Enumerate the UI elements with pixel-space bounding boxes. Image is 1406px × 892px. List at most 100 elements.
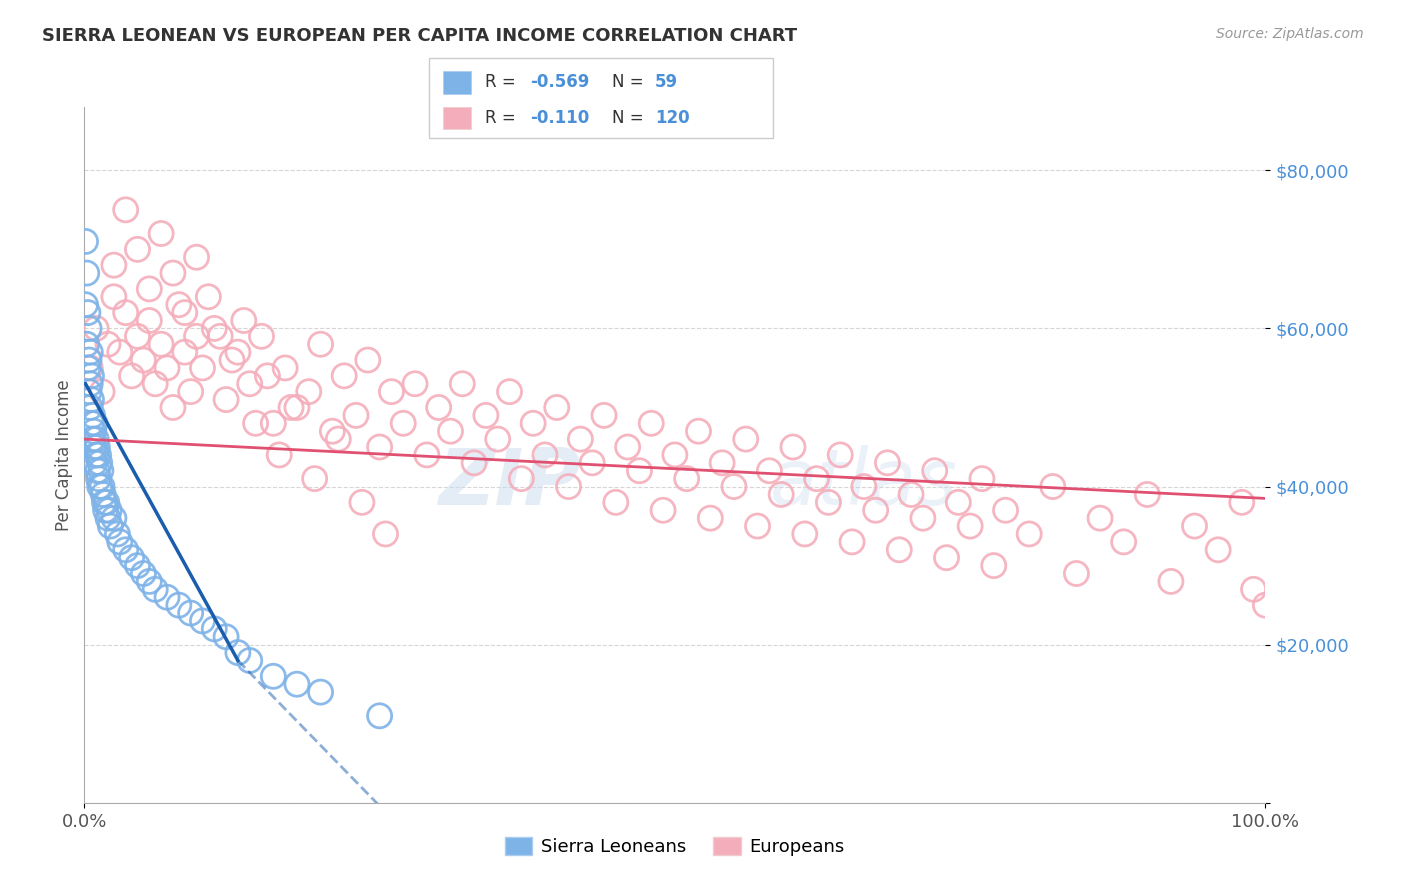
- Europeans: [889, 542, 911, 557]
- Europeans: [427, 401, 450, 415]
- Europeans: [304, 472, 326, 486]
- Europeans: [269, 448, 291, 462]
- Europeans: [616, 440, 638, 454]
- Europeans: [475, 409, 498, 423]
- Text: R =: R =: [485, 109, 522, 127]
- Europeans: [380, 384, 402, 399]
- Sierra Leoneans: [285, 677, 308, 691]
- Europeans: [97, 337, 120, 351]
- Europeans: [522, 417, 544, 431]
- Sierra Leoneans: [127, 558, 149, 573]
- Sierra Leoneans: [83, 440, 105, 454]
- Sierra Leoneans: [91, 479, 114, 493]
- Europeans: [1136, 487, 1159, 501]
- Europeans: [186, 250, 208, 264]
- Europeans: [699, 511, 721, 525]
- Sierra Leoneans: [191, 614, 214, 628]
- Europeans: [84, 321, 107, 335]
- Europeans: [948, 495, 970, 509]
- Sierra Leoneans: [89, 456, 111, 470]
- Europeans: [546, 401, 568, 415]
- Sierra Leoneans: [89, 479, 111, 493]
- Sierra Leoneans: [86, 440, 108, 454]
- Europeans: [1254, 598, 1277, 612]
- Sierra Leoneans: [77, 361, 100, 376]
- Sierra Leoneans: [75, 298, 97, 312]
- Europeans: [280, 401, 302, 415]
- Text: N =: N =: [612, 73, 648, 91]
- Sierra Leoneans: [103, 511, 125, 525]
- Text: R =: R =: [485, 73, 522, 91]
- Legend: Sierra Leoneans, Europeans: Sierra Leoneans, Europeans: [498, 830, 852, 863]
- Europeans: [1160, 574, 1182, 589]
- Sierra Leoneans: [108, 534, 131, 549]
- Europeans: [245, 417, 267, 431]
- Sierra Leoneans: [239, 653, 262, 667]
- Europeans: [162, 401, 184, 415]
- Sierra Leoneans: [156, 591, 179, 605]
- Sierra Leoneans: [87, 448, 110, 462]
- Europeans: [758, 464, 780, 478]
- Sierra Leoneans: [94, 503, 117, 517]
- Sierra Leoneans: [226, 646, 249, 660]
- Europeans: [416, 448, 439, 462]
- Europeans: [1230, 495, 1253, 509]
- Sierra Leoneans: [202, 622, 225, 636]
- Sierra Leoneans: [90, 464, 112, 478]
- Sierra Leoneans: [79, 376, 101, 391]
- Sierra Leoneans: [97, 511, 120, 525]
- Europeans: [841, 534, 863, 549]
- Europeans: [806, 472, 828, 486]
- Sierra Leoneans: [132, 566, 155, 581]
- Europeans: [91, 384, 114, 399]
- Europeans: [114, 202, 136, 217]
- Sierra Leoneans: [96, 495, 118, 509]
- Sierra Leoneans: [309, 685, 332, 699]
- Europeans: [350, 495, 373, 509]
- Text: 59: 59: [655, 73, 678, 91]
- Europeans: [186, 329, 208, 343]
- Europeans: [865, 503, 887, 517]
- Europeans: [298, 384, 321, 399]
- Europeans: [404, 376, 426, 391]
- Sierra Leoneans: [79, 401, 101, 415]
- Europeans: [534, 448, 557, 462]
- Text: SIERRA LEONEAN VS EUROPEAN PER CAPITA INCOME CORRELATION CHART: SIERRA LEONEAN VS EUROPEAN PER CAPITA IN…: [42, 27, 797, 45]
- Europeans: [226, 345, 249, 359]
- Europeans: [215, 392, 238, 407]
- Europeans: [357, 353, 380, 368]
- Europeans: [173, 345, 195, 359]
- Europeans: [167, 298, 190, 312]
- Europeans: [114, 305, 136, 319]
- Europeans: [180, 384, 202, 399]
- Europeans: [138, 313, 160, 327]
- Europeans: [344, 409, 367, 423]
- Europeans: [463, 456, 485, 470]
- Sierra Leoneans: [79, 345, 101, 359]
- Europeans: [593, 409, 616, 423]
- Europeans: [770, 487, 793, 501]
- Europeans: [150, 337, 173, 351]
- Europeans: [162, 266, 184, 280]
- Europeans: [232, 313, 254, 327]
- Sierra Leoneans: [80, 417, 103, 431]
- Europeans: [239, 376, 262, 391]
- Text: atlas: atlas: [769, 445, 957, 521]
- Europeans: [557, 479, 579, 493]
- Sierra Leoneans: [80, 392, 103, 407]
- Europeans: [911, 511, 934, 525]
- Europeans: [876, 456, 898, 470]
- Europeans: [935, 550, 957, 565]
- Europeans: [250, 329, 273, 343]
- Sierra Leoneans: [82, 432, 104, 446]
- Sierra Leoneans: [98, 503, 121, 517]
- Sierra Leoneans: [167, 598, 190, 612]
- Europeans: [830, 448, 852, 462]
- Europeans: [852, 479, 875, 493]
- Y-axis label: Per Capita Income: Per Capita Income: [55, 379, 73, 531]
- Europeans: [664, 448, 686, 462]
- Sierra Leoneans: [83, 424, 105, 438]
- Sierra Leoneans: [77, 353, 100, 368]
- Europeans: [321, 424, 343, 438]
- Europeans: [747, 519, 769, 533]
